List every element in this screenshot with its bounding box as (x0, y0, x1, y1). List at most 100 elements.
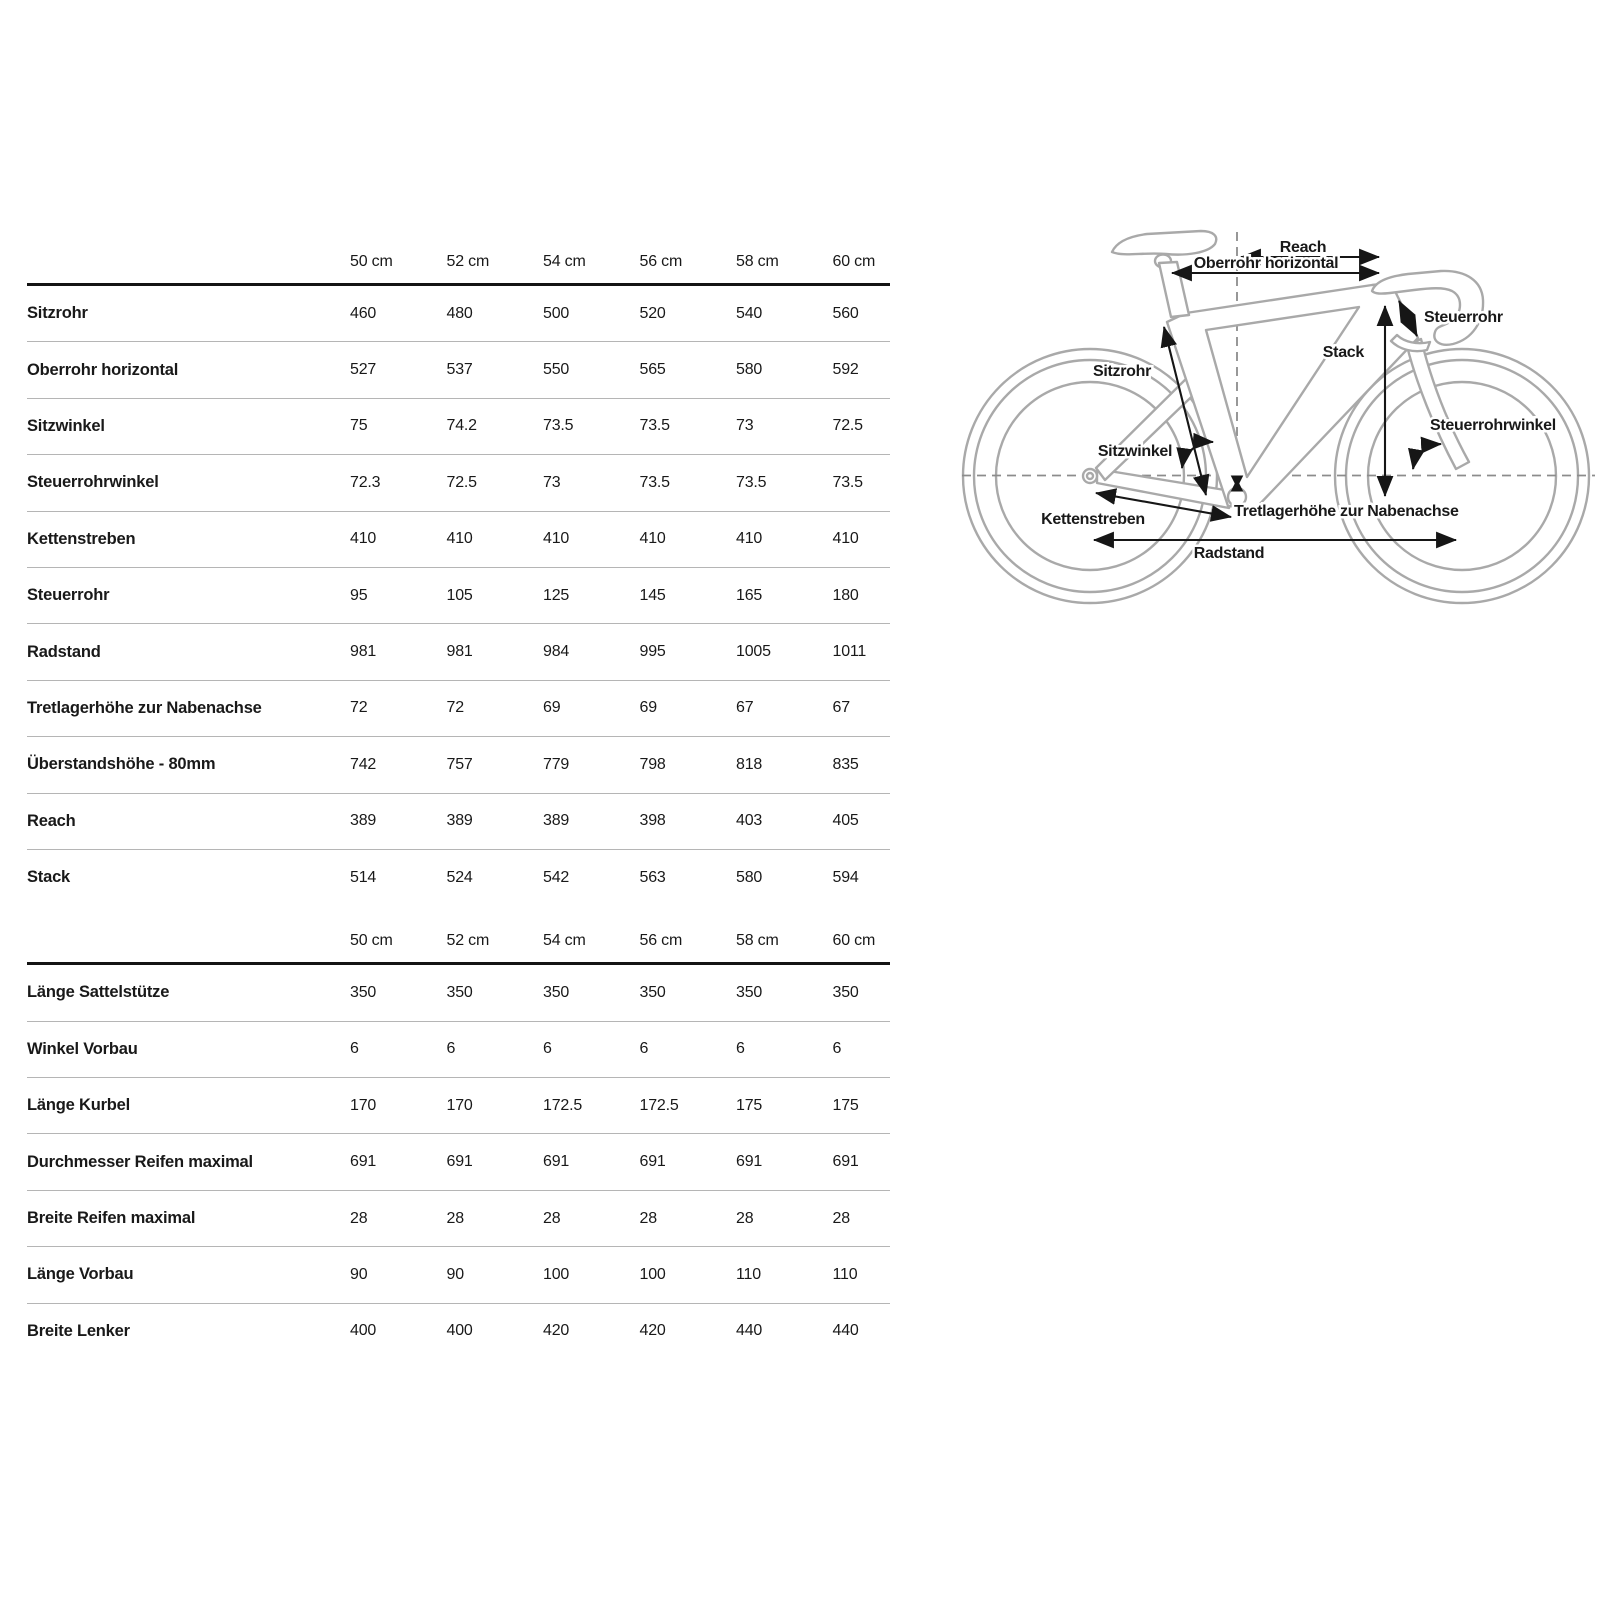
seat-post (1157, 260, 1191, 319)
table-row: Radstand 981 981 984 995 1005 1011 (27, 624, 890, 681)
table-row: Breite Reifen maximal 28 28 28 28 28 28 (27, 1191, 890, 1248)
value-cell: 350 (543, 983, 570, 1001)
value-cell: 100 (639, 1265, 666, 1283)
table-row: Länge Sattelstütze 350 350 350 350 350 350 (27, 965, 890, 1022)
value-cell: 6 (639, 1040, 649, 1058)
value-cell: 67 (832, 699, 851, 717)
value-cell: 410 (832, 530, 859, 548)
table-row: Länge Kurbel 170 170 172.5 172.5 175 175 (27, 1078, 890, 1135)
value-cell: 580 (736, 361, 763, 379)
row-label: Tretlagerhöhe zur Nabenachse (27, 698, 262, 717)
value-cell: 350 (639, 983, 666, 1001)
value-cell: 524 (446, 868, 473, 886)
saddle (1110, 229, 1218, 256)
value-cell: 440 (736, 1322, 763, 1340)
handlebar-drop (1389, 333, 1432, 353)
row-label: Reach (27, 811, 76, 830)
table-row: Stack 514 524 542 563 580 594 (27, 850, 890, 905)
row-label: Länge Vorbau (27, 1265, 134, 1284)
value-cell: 565 (639, 361, 666, 379)
value-cell: 67 (736, 699, 754, 717)
row-label: Oberrohr horizontal (27, 360, 179, 379)
value-cell: 73.5 (832, 473, 864, 491)
size-column-header: 58 cm (736, 253, 779, 270)
steuerrohrwinkel-label: Steuerrohrwinkel (1430, 417, 1556, 434)
row-label: Stack (27, 868, 71, 887)
stack-label: Stack (1323, 344, 1365, 361)
size-column-header: 60 cm (832, 932, 876, 950)
row-label: Sitzwinkel (27, 416, 105, 435)
tretlagerhoehe-label: Tretlagerhöhe zur Nabenachse (1234, 503, 1459, 520)
value-cell: 691 (350, 1153, 377, 1171)
value-cell: 73 (736, 417, 754, 435)
value-cell: 72.5 (832, 417, 864, 435)
value-cell: 165 (736, 586, 763, 604)
value-cell: 540 (736, 304, 763, 322)
value-cell: 480 (446, 304, 473, 322)
sitzwinkel-label: Sitzwinkel (1098, 443, 1172, 460)
value-cell: 560 (832, 304, 859, 322)
value-cell: 389 (446, 812, 473, 830)
value-cell: 691 (446, 1153, 473, 1171)
size-column-header: 54 cm (543, 932, 586, 950)
size-column-header: 50 cm (350, 253, 393, 270)
row-label: Durchmesser Reifen maximal (27, 1152, 253, 1171)
value-cell: 172.5 (543, 1096, 583, 1114)
value-cell: 742 (350, 755, 377, 773)
value-cell: 527 (350, 361, 377, 379)
row-label: Breite Reifen maximal (27, 1209, 196, 1228)
value-cell: 170 (446, 1096, 473, 1114)
size-header-row-2: 50 cm 52 cm 54 cm 56 cm 58 cm 60 cm (27, 905, 890, 966)
row-label: Steuerrohr (27, 586, 110, 605)
value-cell: 28 (832, 1209, 851, 1227)
kettenstreben-arrow (1094, 488, 1233, 522)
value-cell: 28 (736, 1209, 754, 1227)
frame-geometry-rows: Sitzrohr 460 480 500 520 540 560 Oberrohr horiz… (27, 286, 890, 905)
table-row: Winkel Vorbau 6 6 6 6 6 6 (27, 1022, 890, 1079)
value-cell: 550 (543, 361, 570, 379)
table-row: Steuerrohr 95 105 125 145 165 180 (27, 568, 890, 625)
value-cell: 691 (639, 1153, 666, 1171)
value-cell: 90 (446, 1265, 465, 1283)
value-cell: 170 (350, 1096, 377, 1114)
table-row: Länge Vorbau 90 90 100 100 110 110 (27, 1247, 890, 1304)
table-row: Reach 389 389 389 398 403 405 (27, 794, 890, 850)
value-cell: 6 (543, 1040, 552, 1058)
row-label: Kettenstreben (27, 529, 136, 548)
value-cell: 403 (736, 812, 763, 830)
table-row: Oberrohr horizontal 527 537 550 565 580 592 (27, 342, 890, 399)
size-column-header: 58 cm (736, 932, 779, 950)
value-cell: 420 (543, 1322, 570, 1340)
value-cell: 100 (543, 1265, 570, 1283)
value-cell: 594 (832, 868, 859, 886)
value-cell: 73.5 (639, 417, 671, 435)
kettenstreben-label: Kettenstreben (1041, 511, 1145, 528)
diagram-labels: Reach Oberrohr horizontal Steuerrohr Sta… (1039, 237, 1559, 565)
value-cell: 779 (543, 755, 570, 773)
value-cell: 400 (350, 1322, 377, 1340)
table-row: Kettenstreben 410 410 410 410 410 410 (27, 512, 890, 568)
reach-label: Reach (1280, 239, 1327, 256)
table-row: Sitzwinkel 75 74.2 73.5 73.5 73 72.5 (27, 399, 890, 456)
value-cell: 175 (832, 1096, 859, 1114)
value-cell: 110 (832, 1265, 858, 1283)
value-cell: 563 (639, 868, 666, 886)
value-cell: 105 (446, 586, 473, 604)
size-column-header: 60 cm (832, 253, 876, 270)
steuerrohr-label: Steuerrohr (1424, 309, 1503, 326)
value-cell: 542 (543, 868, 570, 886)
table-row: Überstandshöhe - 80mm 742 757 779 798 818 835 (27, 737, 890, 794)
value-cell: 180 (832, 586, 859, 604)
value-cell: 389 (543, 812, 570, 830)
value-cell: 6 (350, 1040, 359, 1058)
sitzrohr-label: Sitzrohr (1093, 363, 1151, 380)
table-row: Steuerrohrwinkel 72.3 72.5 73 73.5 73.5 73.5 (27, 455, 890, 512)
table-row: Durchmesser Reifen maximal 691 691 691 691 69… (27, 1134, 890, 1191)
handlebar (1370, 269, 1485, 346)
value-cell: 405 (832, 812, 859, 830)
value-cell: 69 (543, 699, 561, 717)
component-rows: Länge Sattelstütze 350 350 350 350 350 350 Wink… (27, 965, 890, 1359)
value-cell: 6 (446, 1040, 456, 1058)
value-cell: 592 (832, 361, 859, 379)
bike-geometry-diagram: Reach Oberrohr horizontal Steuerrohr Sta… (961, 229, 1595, 605)
